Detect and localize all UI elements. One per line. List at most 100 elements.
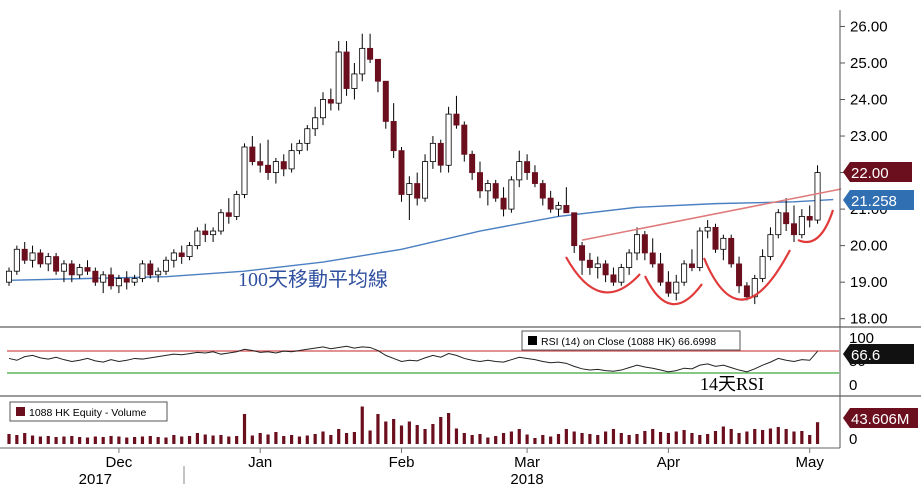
volume-bar	[619, 433, 623, 444]
volume-bar	[470, 435, 474, 444]
candle-body	[257, 161, 264, 166]
volume-bar	[38, 436, 42, 444]
candle	[665, 271, 672, 297]
candle-body	[681, 263, 688, 283]
candle-body	[29, 252, 36, 261]
candle-body	[586, 259, 593, 268]
candle-body	[390, 121, 397, 152]
volume-bar	[117, 436, 121, 444]
candle-body	[359, 47, 366, 75]
candle-body	[131, 278, 138, 283]
candle-body	[641, 234, 648, 254]
candle-body	[571, 212, 578, 247]
candle-body	[437, 142, 444, 166]
month-label: Mar	[514, 454, 540, 471]
volume-bar	[808, 435, 812, 444]
candle-body	[508, 179, 515, 210]
candle	[555, 201, 562, 217]
price-tick-label: 26.00	[850, 18, 888, 35]
candle	[84, 260, 91, 275]
candle	[594, 256, 601, 279]
price-panel: 100天移動平均線 26.0025.0024.0023.0022.0021.00…	[6, 10, 914, 328]
candle	[265, 139, 272, 180]
candle-body	[775, 212, 782, 236]
candle-body	[492, 183, 499, 199]
volume-bar	[172, 435, 176, 444]
month-label: Apr	[657, 454, 680, 471]
candle-body	[806, 216, 813, 221]
candle	[728, 234, 735, 268]
volume-bar	[580, 433, 584, 444]
candle-body	[68, 263, 75, 276]
candle-body	[563, 205, 570, 214]
candle	[673, 274, 680, 301]
volume-bar	[588, 434, 592, 444]
candle	[76, 263, 83, 279]
candle	[414, 172, 421, 206]
candle	[115, 274, 122, 294]
candle	[579, 241, 586, 275]
candle-body	[351, 73, 358, 89]
candle-body	[688, 263, 695, 268]
volume-bar	[423, 429, 427, 444]
volume-bar	[164, 437, 168, 444]
candle	[453, 95, 460, 129]
candle-body	[791, 223, 798, 236]
candle	[618, 263, 625, 286]
candle	[547, 190, 554, 213]
ma-annotation: 100天移動平均線	[238, 268, 388, 291]
arc-2	[644, 275, 703, 306]
candle-body	[579, 245, 586, 261]
candle-body	[547, 197, 554, 210]
candle-body	[147, 263, 154, 276]
volume-bar	[729, 429, 733, 444]
candle-body	[123, 278, 130, 283]
neckline-trendline	[581, 188, 842, 241]
volume-bar	[54, 437, 58, 444]
candle	[319, 92, 326, 126]
candle	[272, 157, 279, 184]
volume-bar	[125, 437, 129, 444]
volume-bar	[250, 435, 254, 444]
volume-bar	[93, 436, 97, 444]
candle	[60, 260, 67, 283]
candle	[162, 256, 169, 275]
volume-bar	[651, 429, 655, 444]
rsi-legend-text: RSI (14) on Close (1088 HK) 66.6998	[541, 336, 716, 348]
candle-body	[335, 51, 342, 104]
candle-body	[202, 230, 209, 236]
volume-bar	[706, 434, 710, 444]
ma-tag: 21.258	[843, 190, 914, 210]
candle-body	[249, 146, 256, 163]
candle	[108, 267, 115, 290]
candle	[92, 267, 99, 286]
volume-bar	[494, 436, 498, 444]
volume-bar	[140, 436, 145, 444]
candle	[233, 190, 240, 221]
rsi-legend-swatch	[528, 336, 537, 345]
volume-bar	[549, 436, 553, 444]
volume-bar	[30, 435, 35, 444]
volume-bar	[329, 435, 333, 444]
candle	[327, 88, 334, 111]
ma-tag-shape	[843, 190, 914, 210]
candle	[712, 223, 719, 253]
candle	[649, 238, 656, 268]
volume-bar	[462, 433, 466, 444]
ma-tag-label: 21.258	[851, 193, 897, 210]
candle-body	[296, 142, 303, 152]
candle	[798, 209, 805, 239]
candle	[312, 106, 319, 137]
volume-bar	[674, 431, 678, 444]
candle-body	[280, 161, 287, 170]
candle-body	[429, 142, 436, 163]
volume-bar	[439, 417, 443, 444]
candle	[751, 274, 758, 305]
price-tag-shape	[843, 162, 912, 182]
candle-body	[398, 150, 405, 195]
candle	[249, 136, 256, 166]
candle	[531, 165, 538, 188]
candle	[382, 80, 389, 129]
candle	[429, 136, 436, 169]
candle	[516, 150, 523, 188]
